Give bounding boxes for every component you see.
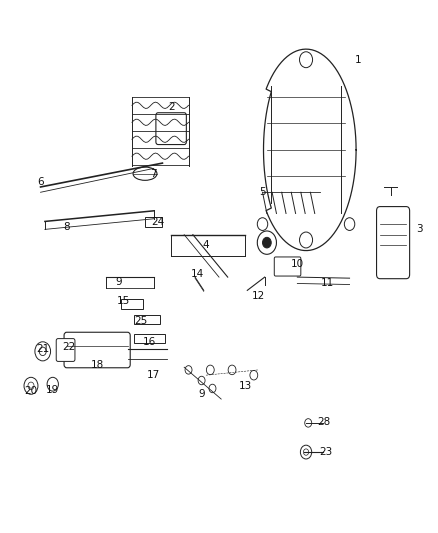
FancyBboxPatch shape: [64, 332, 130, 368]
Text: 9: 9: [116, 277, 122, 287]
Bar: [145, 217, 162, 227]
FancyBboxPatch shape: [56, 338, 75, 361]
Text: 18: 18: [91, 360, 104, 369]
Circle shape: [262, 237, 271, 248]
Text: 28: 28: [317, 417, 330, 427]
Text: 16: 16: [143, 337, 156, 347]
Text: 5: 5: [259, 187, 266, 197]
Text: 1: 1: [355, 55, 362, 64]
Text: 9: 9: [198, 389, 205, 399]
Text: 10: 10: [291, 259, 304, 269]
Text: 22: 22: [62, 342, 75, 352]
Text: 20: 20: [25, 386, 38, 396]
Text: 2: 2: [168, 102, 174, 112]
Text: 12: 12: [251, 290, 265, 301]
Text: 6: 6: [37, 176, 44, 187]
Text: 24: 24: [152, 217, 165, 227]
Bar: [134, 334, 165, 343]
Text: 4: 4: [203, 240, 209, 251]
Text: 7: 7: [150, 169, 157, 179]
Text: 15: 15: [117, 296, 130, 306]
Text: 13: 13: [238, 381, 252, 391]
Text: 17: 17: [147, 370, 160, 380]
Text: 11: 11: [321, 278, 335, 288]
FancyBboxPatch shape: [377, 207, 410, 279]
FancyBboxPatch shape: [274, 257, 301, 276]
Text: 21: 21: [36, 344, 49, 354]
FancyBboxPatch shape: [156, 113, 186, 144]
Text: 14: 14: [191, 270, 204, 279]
Bar: [134, 316, 160, 324]
Text: 25: 25: [134, 316, 147, 326]
Text: 8: 8: [64, 222, 70, 232]
Text: 23: 23: [319, 447, 332, 457]
Text: 19: 19: [46, 384, 60, 394]
Text: 3: 3: [416, 224, 423, 235]
Bar: [121, 300, 143, 309]
